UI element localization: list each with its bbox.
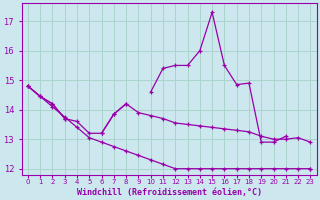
- X-axis label: Windchill (Refroidissement éolien,°C): Windchill (Refroidissement éolien,°C): [76, 188, 262, 197]
